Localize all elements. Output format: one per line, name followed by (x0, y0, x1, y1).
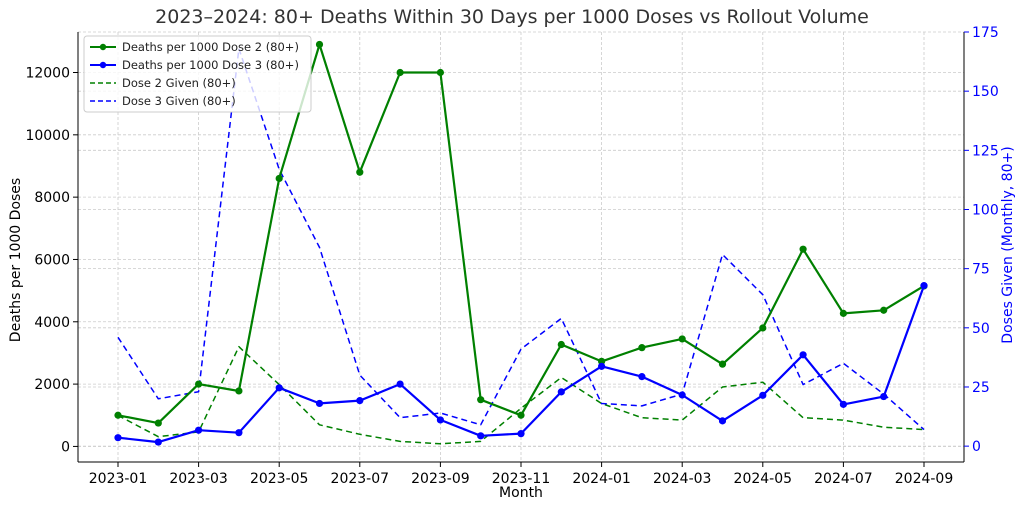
data-point-deaths-per-1000-dose-2-80 (638, 344, 646, 352)
data-point-deaths-per-1000-dose-2-80 (195, 380, 203, 388)
data-point-deaths-per-1000-dose-3-80 (356, 397, 364, 405)
y-left-tick-label: 10000 (25, 128, 70, 144)
data-point-deaths-per-1000-dose-3-80 (396, 380, 404, 388)
y-right-tick-label: 125 (972, 143, 999, 159)
y-right-tick-label: 50 (972, 321, 990, 337)
data-point-deaths-per-1000-dose-3-80 (839, 400, 848, 408)
y-left-tick-label: 0 (61, 439, 70, 455)
data-point-deaths-per-1000-dose-2-80 (799, 245, 807, 253)
data-point-deaths-per-1000-dose-2-80 (315, 40, 324, 49)
data-point-deaths-per-1000-dose-2-80 (880, 306, 888, 314)
data-point-deaths-per-1000-dose-3-80 (718, 417, 727, 425)
data-point-deaths-per-1000-dose-3-80 (759, 391, 767, 399)
x-tick-label: 2024-09 (895, 471, 954, 487)
legend-label: Deaths per 1000 Dose 2 (80+) (122, 40, 299, 54)
axes (73, 31, 969, 467)
data-point-deaths-per-1000-dose-3-80 (517, 430, 525, 438)
data-point-deaths-per-1000-dose-3-80 (195, 426, 203, 434)
x-axis-label: Month (499, 485, 543, 501)
data-point-deaths-per-1000-dose-2-80 (396, 68, 404, 77)
chart-title: 2023–2024: 80+ Deaths Within 30 Days per… (155, 6, 869, 28)
data-point-deaths-per-1000-dose-2-80 (678, 335, 686, 343)
legend-box (83, 35, 312, 113)
x-tick-label: 2023-05 (250, 471, 309, 487)
data-point-deaths-per-1000-dose-3-80 (598, 362, 606, 370)
y-right-tick-label: 25 (972, 380, 990, 396)
data-point-deaths-per-1000-dose-3-80 (678, 391, 686, 399)
data-point-deaths-per-1000-dose-2-80 (759, 324, 767, 332)
data-point-deaths-per-1000-dose-2-80 (275, 174, 283, 183)
y-right-tick-label: 175 (972, 25, 999, 41)
legend-label: Deaths per 1000 Dose 3 (80+) (122, 58, 299, 72)
data-point-deaths-per-1000-dose-3-80 (315, 399, 324, 408)
x-tick-label: 2023-01 (89, 471, 148, 487)
data-point-deaths-per-1000-dose-2-80 (718, 360, 727, 368)
data-point-deaths-per-1000-dose-3-80 (638, 373, 646, 381)
y-right-tick-label: 75 (972, 262, 990, 278)
data-point-deaths-per-1000-dose-3-80 (154, 438, 162, 446)
data-point-deaths-per-1000-dose-3-80 (235, 429, 243, 437)
y-left-tick-label: 2000 (34, 377, 70, 393)
data-point-deaths-per-1000-dose-3-80 (477, 432, 485, 440)
data-point-deaths-per-1000-dose-2-80 (436, 68, 444, 77)
y-left-tick-label: 8000 (34, 190, 70, 206)
data-point-deaths-per-1000-dose-2-80 (235, 387, 243, 395)
x-tick-label: 2023-09 (411, 471, 470, 487)
y-right-tick-label: 0 (972, 439, 981, 455)
x-tick-label: 2024-03 (653, 471, 712, 487)
y-axis-left-label: Deaths per 1000 Doses (8, 178, 24, 342)
data-point-deaths-per-1000-dose-2-80 (557, 340, 565, 349)
legend-marker (99, 61, 107, 69)
x-tick-label: 2023-07 (331, 471, 390, 487)
data-point-deaths-per-1000-dose-2-80 (517, 411, 525, 419)
x-tick-label: 2023-03 (169, 471, 228, 487)
data-point-deaths-per-1000-dose-3-80 (114, 434, 122, 442)
x-tick-label: 2024-05 (734, 471, 793, 487)
data-point-deaths-per-1000-dose-3-80 (799, 351, 807, 359)
y-left-tick-label: 12000 (25, 66, 70, 82)
y-axis-right-label: Doses Given (Monthly, 80+) (1000, 146, 1016, 343)
data-point-deaths-per-1000-dose-2-80 (154, 419, 162, 427)
data-point-deaths-per-1000-dose-2-80 (839, 309, 848, 317)
legend-label: Dose 2 Given (80+) (122, 76, 236, 90)
legend-marker (99, 43, 107, 51)
data-point-deaths-per-1000-dose-3-80 (436, 416, 444, 424)
x-tick-label: 2024-01 (572, 471, 631, 487)
y-right-tick-label: 100 (972, 202, 999, 218)
data-point-deaths-per-1000-dose-2-80 (598, 357, 606, 365)
data-point-deaths-per-1000-dose-3-80 (920, 282, 928, 290)
y-right-tick-label: 150 (972, 84, 999, 100)
data-point-deaths-per-1000-dose-2-80 (477, 396, 485, 404)
x-tick-label: 2023-11 (492, 471, 551, 487)
legend-label: Dose 3 Given (80+) (122, 94, 236, 108)
data-point-deaths-per-1000-dose-3-80 (557, 388, 565, 396)
data-point-deaths-per-1000-dose-2-80 (114, 411, 122, 419)
data-point-deaths-per-1000-dose-3-80 (275, 384, 283, 392)
y-left-tick-label: 6000 (34, 252, 70, 268)
y-left-tick-label: 4000 (34, 315, 70, 331)
legend: Deaths per 1000 Dose 2 (80+) Deaths per 1… (83, 35, 312, 113)
data-point-deaths-per-1000-dose-3-80 (880, 392, 888, 401)
data-point-deaths-per-1000-dose-2-80 (356, 168, 364, 176)
x-tick-label: 2024-07 (814, 471, 873, 487)
tick-labels: 0 2000 4000 6000 8000 10000 12000 0 25 50 75 100 125… (25, 25, 998, 487)
